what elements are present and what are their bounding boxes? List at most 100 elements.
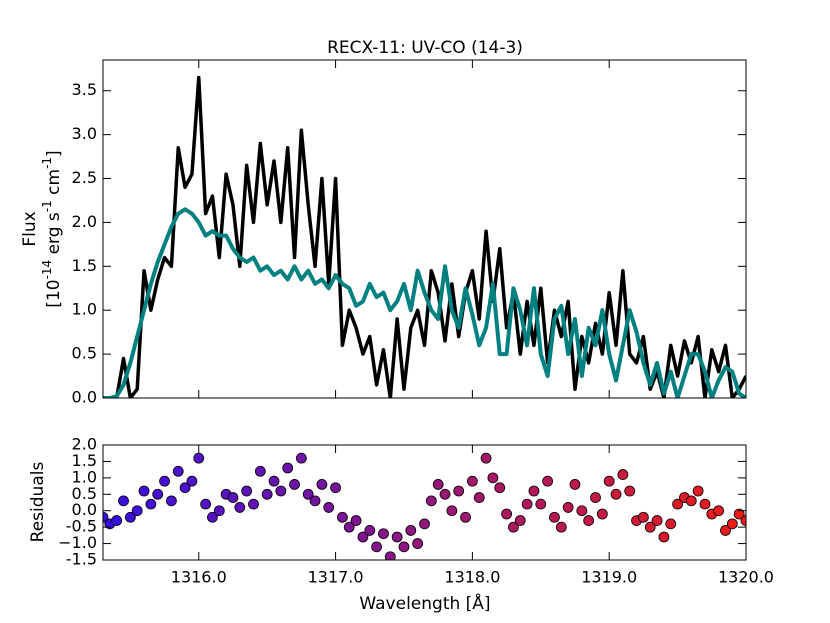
x-tick-label: 1317.0 <box>308 568 364 587</box>
y-tick-label: 0.5 <box>72 484 97 503</box>
residual-point <box>419 518 430 530</box>
y-tick-label: 1.5 <box>72 451 97 470</box>
residual-point <box>446 505 458 517</box>
residual-point <box>453 485 465 497</box>
y-tick-label: 0.0 <box>72 388 97 407</box>
residual-point <box>412 538 424 549</box>
residual-point <box>350 515 362 526</box>
residual-point <box>364 525 376 536</box>
residual-point <box>466 475 478 487</box>
y-tick-label: 3.0 <box>72 124 97 143</box>
residual-point <box>357 531 369 543</box>
residual-point <box>254 465 266 477</box>
units-part: ] <box>44 150 64 157</box>
residual-point <box>371 541 383 553</box>
residual-point <box>672 498 683 510</box>
units-part: cm <box>44 169 64 200</box>
residual-point <box>514 515 526 526</box>
y-tick-label: -0.5 <box>66 517 97 536</box>
x-tick-label: 1316.0 <box>171 568 227 587</box>
residual-point <box>549 511 560 523</box>
residual-point <box>282 462 294 474</box>
residual-point <box>261 488 273 500</box>
residual-point <box>159 475 170 487</box>
residual-point <box>193 452 205 464</box>
residual-point <box>145 498 157 510</box>
residual-point <box>111 515 123 526</box>
x-tick-label: 1320.0 <box>718 568 774 587</box>
residual-point <box>309 495 321 507</box>
residual-point <box>275 485 287 497</box>
residual-point <box>152 488 164 500</box>
residual-point <box>535 498 547 510</box>
residual-point <box>521 498 533 510</box>
residual-point <box>234 502 246 513</box>
residual-point <box>200 498 212 510</box>
residual-point <box>337 511 348 523</box>
residual-point <box>268 475 280 487</box>
x-axis-label: Wavelength [Å] <box>359 592 490 614</box>
residual-point <box>590 492 601 503</box>
residual-point <box>685 495 697 507</box>
residual-point <box>384 551 396 560</box>
series-line <box>103 207 746 398</box>
units-part: erg s <box>44 212 64 260</box>
residual-point <box>166 495 177 507</box>
residual-point <box>460 511 471 523</box>
residual-point <box>508 521 519 533</box>
residual-point <box>699 498 711 510</box>
residual-point <box>138 485 150 497</box>
plot-area <box>103 75 746 398</box>
residual-point <box>473 492 485 503</box>
x-tick-label: 1318.0 <box>444 568 500 587</box>
residual-point <box>131 505 143 517</box>
residual-point <box>480 452 492 464</box>
residual-point <box>624 485 636 497</box>
axes-frame <box>102 444 747 561</box>
units-part: [10 <box>44 279 64 307</box>
axes-frame <box>102 59 747 399</box>
residual-point <box>576 505 588 517</box>
residual-point <box>665 518 677 530</box>
residual-point <box>692 485 704 497</box>
x-tick-label: 1319.0 <box>581 568 637 587</box>
residual-point <box>487 472 499 484</box>
residual-point <box>124 511 136 523</box>
residual-point <box>432 479 444 490</box>
y-tick-label: 1.0 <box>72 467 97 486</box>
residual-point <box>207 511 218 523</box>
y-tick-label: 0.5 <box>72 344 97 363</box>
residual-point <box>248 498 259 510</box>
residual-point <box>528 485 540 497</box>
residual-point <box>378 528 389 540</box>
residual-point <box>172 465 184 477</box>
residual-point <box>542 475 554 487</box>
residual-point <box>398 541 410 553</box>
residual-point <box>118 495 129 507</box>
residual-point <box>241 485 253 497</box>
residual-point <box>213 505 225 517</box>
residual-point <box>343 521 355 533</box>
residual-point <box>330 482 341 494</box>
residual-point <box>583 515 595 526</box>
residual-point <box>555 521 567 533</box>
residual-point <box>596 508 608 520</box>
y-axis-label: Residuals <box>28 462 48 543</box>
residual-point <box>501 508 512 520</box>
superscript: -1 <box>40 200 54 212</box>
residual-point <box>494 482 506 494</box>
residual-point <box>323 502 335 513</box>
residual-point <box>316 479 328 490</box>
residual-point <box>658 531 670 543</box>
residual-point <box>569 479 581 490</box>
chart-title: RECX-11: UV-CO (14-3) <box>327 38 523 58</box>
y-tick-label: 2.0 <box>72 435 97 454</box>
residual-point <box>603 475 615 487</box>
y-tick-label: -1.5 <box>66 550 97 569</box>
residual-point <box>651 515 663 526</box>
y-axis-units: [10-14 erg s-1 cm-1] <box>40 150 65 307</box>
residual-point <box>405 525 417 536</box>
residual-point <box>425 495 437 507</box>
residual-point <box>302 488 314 500</box>
